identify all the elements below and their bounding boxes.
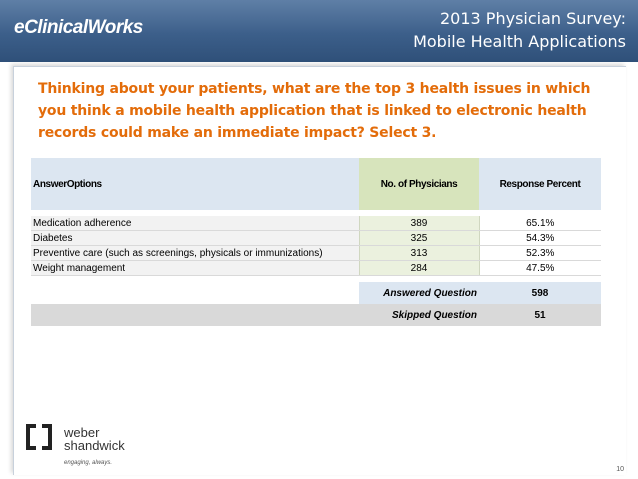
table-row: Medication adherence 389 65.1% <box>31 216 601 231</box>
physician-count: 284 <box>358 260 480 276</box>
physician-count: 325 <box>358 230 480 246</box>
header-answer-options: AnswerOptions <box>31 158 359 210</box>
page-number: 10 <box>616 466 624 473</box>
brand-logo-text: eClinicalWorks <box>14 17 143 38</box>
physician-count: 389 <box>358 216 480 231</box>
table-row: Preventive care (such as screenings, phy… <box>31 245 601 261</box>
answer-option: Diabetes <box>31 230 359 246</box>
header-response-percent: Response Percent <box>479 158 601 210</box>
survey-results-table: AnswerOptions No. of Physicians Response… <box>31 158 601 326</box>
title-line-2: Mobile Health Applications <box>413 32 626 51</box>
skipped-question-label: Skipped Question <box>359 304 479 326</box>
skipped-question-row: Skipped Question 51 <box>31 304 601 326</box>
answer-option: Preventive care (such as screenings, phy… <box>31 245 359 261</box>
response-percent: 65.1% <box>479 216 601 231</box>
table-row: Weight management 284 47.5% <box>31 260 601 276</box>
answered-question-label: Answered Question <box>359 282 479 304</box>
logo-name-line-2: shandwick <box>64 438 125 453</box>
logo-tagline: engaging, always. <box>64 460 113 466</box>
title-line-1: 2013 Physician Survey: <box>440 9 626 28</box>
table-row: Diabetes 325 54.3% <box>31 230 601 246</box>
slide-title: 2013 Physician Survey: Mobile Health App… <box>413 7 626 53</box>
answer-option: Weight management <box>31 260 359 276</box>
logo-name-line-1: weber <box>64 425 100 440</box>
bracket-logo-icon <box>26 424 52 450</box>
answered-question-row: Answered Question 598 <box>31 282 601 304</box>
answer-option: Medication adherence <box>31 216 359 231</box>
table-header-row: AnswerOptions No. of Physicians Response… <box>31 158 601 210</box>
response-percent: 52.3% <box>479 245 601 261</box>
header-no-of-physicians: No. of Physicians <box>359 158 479 210</box>
response-percent: 47.5% <box>479 260 601 276</box>
answered-question-value: 598 <box>479 282 601 304</box>
response-percent: 54.3% <box>479 230 601 246</box>
slide-header: eClinicalWorks 2013 Physician Survey: Mo… <box>0 0 638 62</box>
skipped-question-value: 51 <box>479 304 601 326</box>
survey-question: Thinking about your patients, what are t… <box>38 81 591 141</box>
physician-count: 313 <box>358 245 480 261</box>
